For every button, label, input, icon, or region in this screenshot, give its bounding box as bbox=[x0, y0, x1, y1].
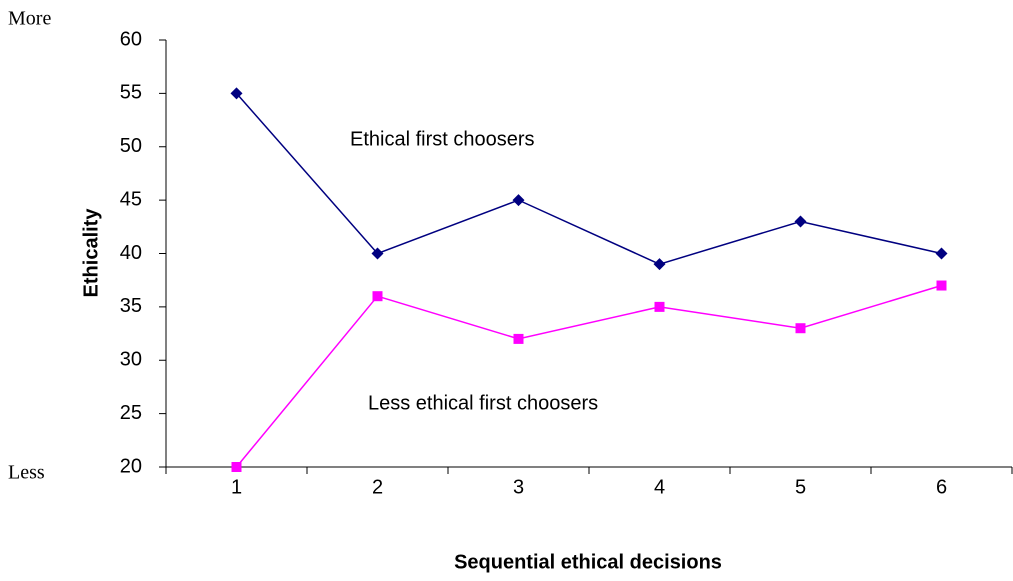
marker bbox=[654, 301, 665, 312]
marker bbox=[794, 215, 807, 228]
annotation: Less ethical first choosers bbox=[368, 392, 598, 414]
x-axis-label: Sequential ethical decisions bbox=[454, 551, 722, 573]
x-tick-label: 3 bbox=[513, 476, 524, 498]
y-tick-label: 25 bbox=[120, 402, 142, 424]
x-tick-label: 6 bbox=[936, 476, 947, 498]
marker bbox=[372, 291, 383, 302]
series-line bbox=[235, 92, 942, 265]
y-tick-label: 20 bbox=[120, 455, 142, 477]
marker bbox=[936, 280, 947, 291]
y-tick-label: 45 bbox=[120, 188, 142, 210]
marker bbox=[371, 247, 384, 260]
y-tick-label: 55 bbox=[120, 82, 142, 104]
x-tick-label: 2 bbox=[372, 476, 383, 498]
y-tick-label: 40 bbox=[120, 242, 142, 264]
y-top-label: More bbox=[8, 8, 51, 30]
marker bbox=[512, 194, 525, 207]
x-tick-label: 5 bbox=[795, 476, 806, 498]
y-axis-label: Ethicality bbox=[80, 208, 102, 298]
marker bbox=[231, 462, 242, 472]
marker bbox=[230, 87, 243, 100]
marker bbox=[513, 333, 524, 344]
marker bbox=[795, 323, 806, 334]
x-tick-label: 4 bbox=[654, 476, 665, 498]
marker bbox=[935, 247, 948, 260]
annotation: Ethical first choosers bbox=[350, 128, 535, 150]
x-tick-label: 1 bbox=[231, 476, 242, 498]
y-bottom-label: Less bbox=[8, 462, 45, 484]
series-line bbox=[235, 284, 942, 468]
y-tick-label: 50 bbox=[120, 135, 142, 157]
y-tick-label: 30 bbox=[120, 349, 142, 371]
y-tick-label: 35 bbox=[120, 295, 142, 317]
marker bbox=[653, 258, 666, 271]
y-tick-label: 60 bbox=[120, 28, 142, 50]
